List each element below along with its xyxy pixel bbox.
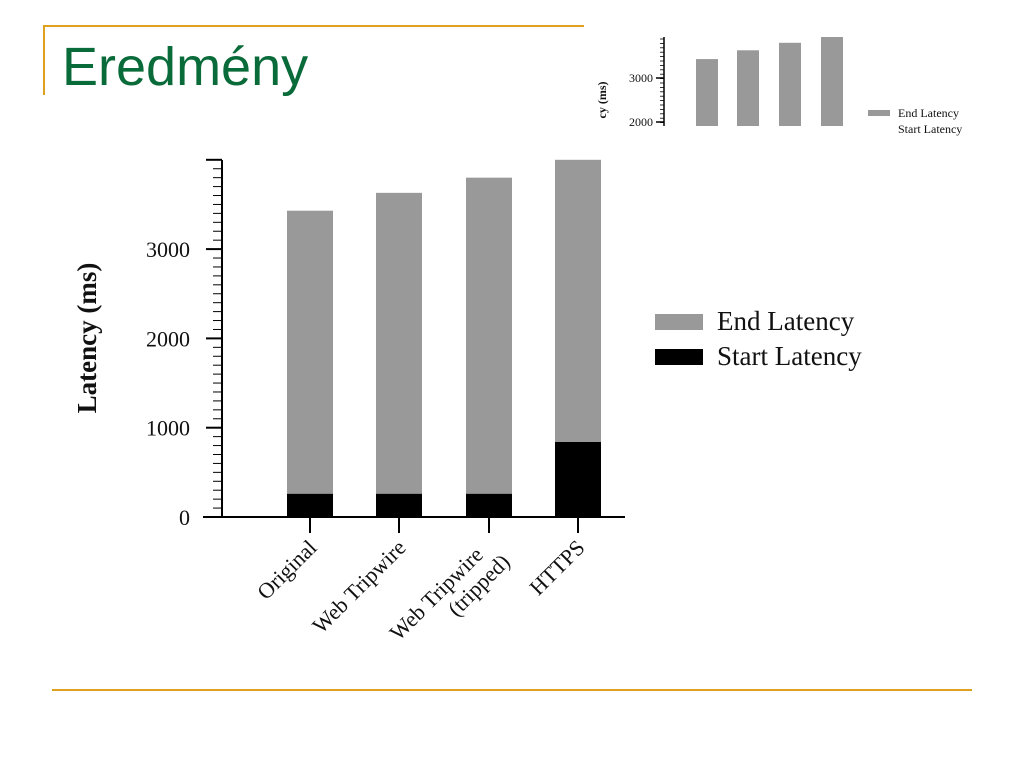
x-tick-label: HTTPS [524,535,589,600]
bottom-rule [52,689,972,691]
thumb-legend-label: End Latency [898,106,959,120]
legend-label: Start Latency [717,341,862,371]
legend-label: End Latency [717,306,855,336]
bar-start-latency [376,493,422,517]
x-tick-label: Original [252,535,322,605]
thumb-y-label: cy (ms) [595,82,609,119]
bar-end-latency [466,177,512,494]
legend-swatch [655,314,703,330]
chart-thumbnail: 3000 2000 cy (ms) End Latency Start Latency [595,37,962,136]
y-tick-label: 1000 [146,416,190,441]
y-tick-label: 2000 [146,326,190,351]
bar-start-latency [466,493,512,517]
thumb-bar [696,59,718,126]
thumb-y-tick-label: 3000 [629,71,653,85]
y-tick-label: 3000 [146,237,190,262]
legend-swatch [655,349,703,365]
thumb-legend-label: Start Latency [898,122,962,136]
thumb-legend-swatch [868,110,890,116]
thumb-bar [737,50,759,126]
bar-start-latency [555,441,601,517]
bar-end-latency [555,159,601,442]
bar-end-latency [376,192,422,494]
slide-title: Eredmény [62,37,309,97]
bar-end-latency [287,210,333,494]
bar-start-latency [287,493,333,517]
y-tick-label: 0 [179,505,190,530]
chart-legend: End Latency Start Latency [655,306,862,371]
title-frame [43,25,584,95]
y-axis-label: Latency (ms) [72,263,102,414]
thumb-bar [821,37,843,126]
thumb-y-tick-label: 2000 [629,115,653,129]
thumb-bar [779,42,801,126]
